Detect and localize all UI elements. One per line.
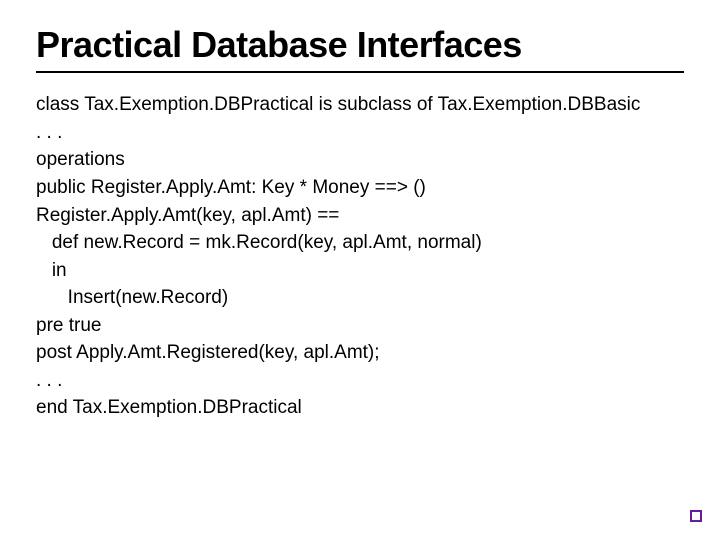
slide: Practical Database Interfaces class Tax.… [0,0,720,540]
title-rule [36,71,684,73]
slide-title: Practical Database Interfaces [36,24,684,65]
code-block: class Tax.Exemption.DBPractical is subcl… [36,91,684,422]
accent-square-icon [690,510,702,522]
